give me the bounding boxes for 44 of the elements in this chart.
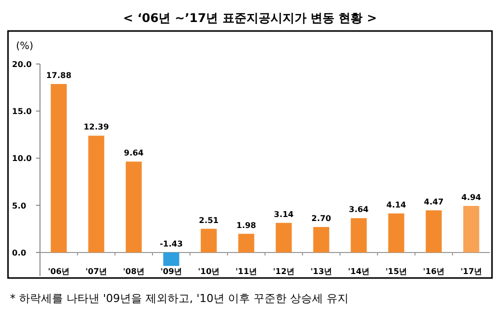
y-axis-title: (%)	[16, 41, 34, 52]
data-label: 9.64	[124, 148, 144, 158]
text: * 하락세를 나타낸 '09년을 제외하고, '10년 이후 꾸준한 상승세 유지	[10, 292, 349, 305]
chart-title: < ‘06년 ~’17년 표준지공시지가 변동 현황 >	[123, 11, 377, 25]
bar	[388, 213, 404, 252]
y-tick-label: 0.0	[12, 248, 27, 258]
data-label: 3.14	[274, 210, 294, 219]
x-tick-label: '15년	[385, 267, 408, 276]
y-tick-label: 10.0	[12, 154, 32, 164]
data-label: 12.39	[84, 122, 110, 132]
x-tick-label: '17년	[460, 267, 482, 276]
x-tick-label: '16년	[422, 267, 445, 276]
bar	[126, 162, 142, 252]
bar	[50, 84, 67, 252]
x-tick-label: '14년	[348, 267, 370, 276]
bar	[200, 228, 217, 252]
bar	[426, 210, 442, 252]
x-tick-label: '10년	[198, 267, 220, 276]
bar	[276, 222, 292, 252]
x-tick-label: '08년	[122, 267, 145, 276]
data-label: 4.94	[461, 192, 482, 202]
y-tick-label: 5.0	[12, 201, 27, 210]
x-tick-label: '12년	[272, 267, 295, 276]
bar	[313, 227, 330, 252]
y-tick-label: 20.0	[12, 60, 32, 69]
data-label: 17.88	[46, 70, 72, 80]
bar	[350, 218, 367, 252]
bar	[238, 234, 254, 252]
bar	[163, 252, 180, 266]
data-label: 3.64	[348, 205, 370, 214]
data-label: 2.51	[198, 216, 220, 225]
data-label: 2.70	[311, 214, 332, 224]
data-label: 4.14	[386, 200, 407, 210]
data-label: -1.43	[160, 239, 183, 248]
x-tick-label: '13년	[310, 267, 332, 276]
data-label: 1.98	[236, 220, 257, 230]
x-tick-label: '09년	[160, 267, 182, 276]
bar	[463, 206, 480, 252]
bar	[88, 136, 104, 252]
y-tick-label: 15.0	[12, 107, 32, 116]
x-tick-label: '11년	[235, 267, 258, 276]
x-tick-label: '07년	[85, 267, 108, 276]
x-tick-label: '06년	[48, 267, 70, 276]
data-label: 4.47	[424, 197, 444, 206]
